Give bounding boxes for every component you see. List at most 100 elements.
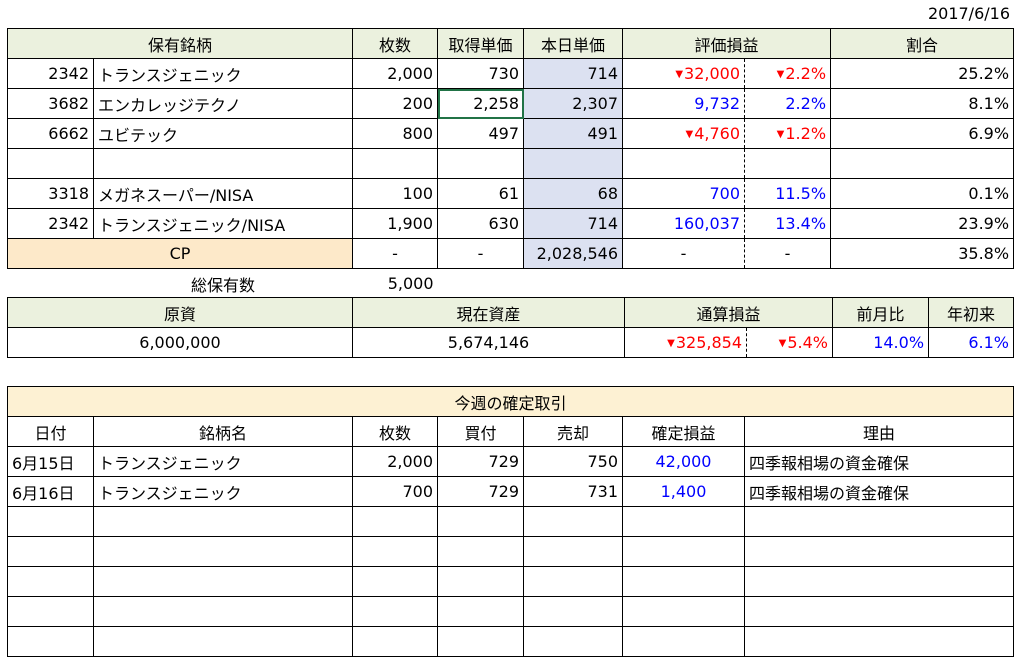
- holding-qty[interactable]: 800: [352, 118, 439, 149]
- assets-value[interactable]: 5,674,146: [352, 327, 625, 358]
- empty-cell[interactable]: [523, 566, 623, 597]
- empty-cell[interactable]: [93, 626, 353, 657]
- holding-code[interactable]: 2342: [7, 208, 94, 239]
- empty-cell[interactable]: [7, 566, 94, 597]
- empty-cell[interactable]: [622, 626, 745, 657]
- holding-pl-pct[interactable]: [744, 148, 832, 179]
- trade-pl[interactable]: 42,000: [622, 446, 745, 477]
- empty-cell[interactable]: [7, 536, 94, 567]
- cp-pl[interactable]: -: [622, 238, 746, 269]
- holding-name[interactable]: ユビテック: [92, 118, 354, 149]
- holding-qty[interactable]: 100: [352, 178, 439, 209]
- holding-code[interactable]: [7, 148, 94, 179]
- holding-cost[interactable]: 2,258: [437, 88, 525, 119]
- holding-name[interactable]: トランスジェニック/NISA: [92, 208, 354, 239]
- empty-cell[interactable]: [743, 596, 1015, 627]
- trade-buy[interactable]: 729: [437, 446, 524, 477]
- trade-qty[interactable]: 2,000: [352, 446, 438, 477]
- empty-cell[interactable]: [437, 566, 524, 597]
- cp-share[interactable]: 35.8%: [830, 238, 1015, 269]
- trade-buy[interactable]: 729: [437, 476, 524, 507]
- holding-price[interactable]: 68: [523, 178, 624, 209]
- empty-cell[interactable]: [437, 626, 524, 657]
- cp-qty[interactable]: -: [352, 238, 439, 269]
- empty-cell[interactable]: [352, 626, 438, 657]
- empty-cell[interactable]: [743, 566, 1015, 597]
- holding-pl-pct[interactable]: ▼2.2%: [744, 58, 832, 89]
- holding-share[interactable]: 25.2%: [830, 58, 1015, 89]
- holding-code[interactable]: 3318: [7, 178, 94, 209]
- empty-cell[interactable]: [622, 566, 745, 597]
- mom-value[interactable]: 14.0%: [832, 327, 930, 358]
- empty-cell[interactable]: [7, 596, 94, 627]
- trade-qty[interactable]: 700: [352, 476, 438, 507]
- empty-cell[interactable]: [93, 596, 353, 627]
- holding-price[interactable]: 2,307: [523, 88, 624, 119]
- capital-value[interactable]: 6,000,000: [7, 327, 353, 358]
- holding-pl[interactable]: 700: [622, 178, 746, 209]
- empty-cell[interactable]: [7, 506, 94, 537]
- empty-cell[interactable]: [622, 536, 745, 567]
- empty-cell[interactable]: [523, 536, 623, 567]
- empty-cell[interactable]: [352, 536, 438, 567]
- holding-qty[interactable]: 200: [352, 88, 439, 119]
- ytd-value[interactable]: 6.1%: [928, 327, 1015, 358]
- total-value[interactable]: 5,000: [387, 274, 434, 293]
- empty-cell[interactable]: [523, 506, 623, 537]
- empty-cell[interactable]: [93, 536, 353, 567]
- holding-cost[interactable]: [437, 148, 525, 179]
- holding-pl-pct[interactable]: 11.5%: [744, 178, 832, 209]
- empty-cell[interactable]: [743, 626, 1015, 657]
- empty-cell[interactable]: [743, 536, 1015, 567]
- holding-pl[interactable]: 160,037: [622, 208, 746, 239]
- trade-reason[interactable]: 四季報相場の資金確保: [743, 446, 1015, 477]
- holding-price[interactable]: 491: [523, 118, 624, 149]
- empty-cell[interactable]: [622, 506, 745, 537]
- holding-share[interactable]: 6.9%: [830, 118, 1015, 149]
- holding-cost[interactable]: 630: [437, 208, 525, 239]
- empty-cell[interactable]: [437, 506, 524, 537]
- holding-pl-pct[interactable]: 2.2%: [744, 88, 832, 119]
- empty-cell[interactable]: [352, 596, 438, 627]
- cp-pl-pct[interactable]: -: [744, 238, 832, 269]
- holding-cost[interactable]: 497: [437, 118, 525, 149]
- empty-cell[interactable]: [352, 566, 438, 597]
- trade-pl[interactable]: 1,400: [622, 476, 745, 507]
- trade-date[interactable]: 6月16日: [7, 476, 94, 507]
- cp-cost[interactable]: -: [437, 238, 525, 269]
- holding-cost[interactable]: 730: [437, 58, 525, 89]
- holding-name[interactable]: エンカレッジテクノ: [92, 88, 354, 119]
- holding-price[interactable]: 714: [523, 208, 624, 239]
- holding-pl-pct[interactable]: ▼1.2%: [744, 118, 832, 149]
- empty-cell[interactable]: [743, 506, 1015, 537]
- holding-pl[interactable]: [622, 148, 746, 179]
- holding-name[interactable]: トランスジェニック: [92, 58, 354, 89]
- empty-cell[interactable]: [523, 596, 623, 627]
- holding-price[interactable]: 714: [523, 58, 624, 89]
- holding-name[interactable]: [92, 148, 354, 179]
- trade-name[interactable]: トランスジェニック: [93, 446, 353, 477]
- holding-pl[interactable]: ▼4,760: [622, 118, 746, 149]
- empty-cell[interactable]: [93, 566, 353, 597]
- holding-qty[interactable]: 2,000: [352, 58, 439, 89]
- holding-pl-pct[interactable]: 13.4%: [744, 208, 832, 239]
- trade-reason[interactable]: 四季報相場の資金確保: [743, 476, 1015, 507]
- empty-cell[interactable]: [7, 626, 94, 657]
- cp-label[interactable]: CP: [6, 238, 354, 269]
- empty-cell[interactable]: [352, 506, 438, 537]
- total-pl-pct[interactable]: ▼5.4%: [745, 327, 834, 358]
- holding-code[interactable]: 6662: [7, 118, 94, 149]
- trade-sell[interactable]: 750: [523, 446, 623, 477]
- empty-cell[interactable]: [523, 626, 623, 657]
- trade-name[interactable]: トランスジェニック: [93, 476, 353, 507]
- holding-cost[interactable]: 61: [437, 178, 525, 209]
- holding-share[interactable]: 8.1%: [830, 88, 1015, 119]
- empty-cell[interactable]: [437, 536, 524, 567]
- holding-name[interactable]: メガネスーパー/NISA: [92, 178, 354, 209]
- holding-share[interactable]: 23.9%: [830, 208, 1015, 239]
- cp-price[interactable]: 2,028,546: [523, 238, 624, 269]
- holding-qty[interactable]: 1,900: [352, 208, 439, 239]
- empty-cell[interactable]: [93, 506, 353, 537]
- holding-code[interactable]: 2342: [7, 58, 94, 89]
- empty-cell[interactable]: [437, 596, 524, 627]
